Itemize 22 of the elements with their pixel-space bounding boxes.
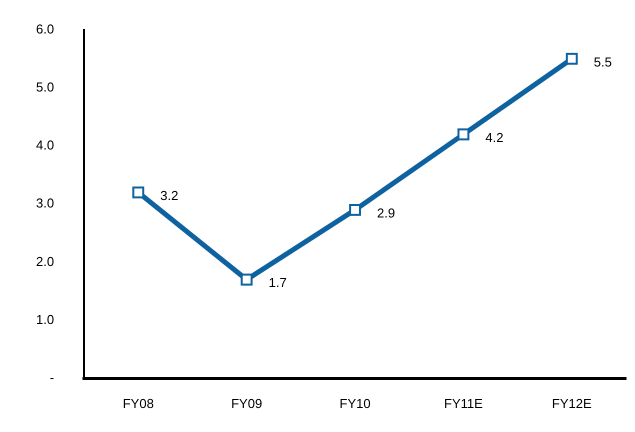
data-label: 3.2 <box>160 188 178 204</box>
y-tick-label: 1.0 <box>36 312 54 327</box>
y-tick-label: 6.0 <box>36 21 54 36</box>
data-label: 4.2 <box>485 130 504 145</box>
x-tick-label: FY12E <box>552 396 592 411</box>
x-tick-label: FY10 <box>339 396 371 411</box>
point <box>457 128 470 140</box>
y-tick-label: 2.0 <box>36 254 54 269</box>
y-tick-label: 4.0 <box>36 138 54 153</box>
y-tick-label: 3.0 <box>36 196 54 211</box>
data-label: 5.5 <box>594 54 612 70</box>
x-tick-label: FY08 <box>122 396 154 411</box>
y-tick-label: 5.0 <box>36 79 54 94</box>
x-tick-label: FY11E <box>444 396 484 411</box>
point <box>349 204 361 216</box>
data-label: 2.9 <box>377 205 396 220</box>
point <box>132 186 144 198</box>
data-label: 1.7 <box>268 275 287 290</box>
y-tick-label: - <box>50 370 54 385</box>
x-tick-label: FY09 <box>231 396 262 411</box>
point <box>240 274 253 286</box>
point <box>566 52 578 65</box>
